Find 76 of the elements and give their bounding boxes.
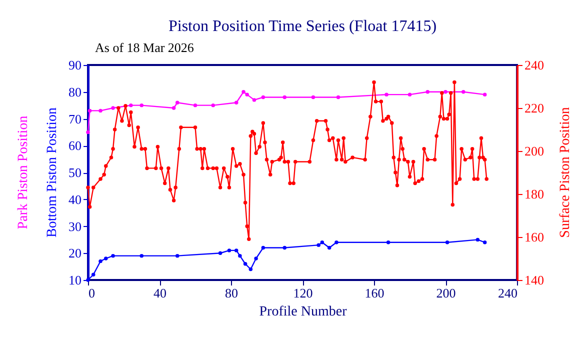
point (254, 256, 258, 260)
point (111, 106, 115, 110)
point (234, 100, 238, 104)
point (88, 108, 92, 113)
y-tick-label: 60 (68, 138, 82, 154)
text: Bottom Piston Position (45, 108, 60, 238)
point (327, 246, 332, 250)
point (261, 95, 266, 100)
point (98, 259, 102, 264)
point (98, 108, 102, 113)
y-tick-label: 70 (68, 111, 82, 126)
point (261, 246, 266, 250)
y2-tick-label: 220 (524, 100, 544, 116)
point (140, 103, 144, 108)
point (243, 262, 248, 266)
x-tick-label: 240 (498, 286, 518, 300)
point (444, 90, 448, 94)
point (386, 240, 390, 244)
x-tick-label: 200 (436, 286, 456, 300)
point (482, 240, 487, 244)
point (282, 246, 286, 250)
point (245, 92, 249, 96)
point (462, 90, 466, 94)
y2-tick-label: 200 (524, 144, 544, 158)
y-tick-label: 40 (68, 192, 82, 207)
point (111, 254, 115, 258)
point (234, 248, 238, 252)
point (252, 98, 256, 102)
point (482, 92, 487, 96)
text: Surface Piston Position (558, 107, 573, 238)
text: Park Piston Position (16, 116, 31, 230)
x-axis-title: Profile Number (259, 304, 348, 320)
point (408, 92, 412, 96)
x-tick-label: 80 (225, 286, 238, 300)
point (86, 278, 90, 282)
point (248, 267, 253, 272)
point (227, 248, 232, 252)
y-tick-label: 30 (68, 218, 82, 234)
point (140, 254, 144, 258)
point (176, 254, 180, 258)
point (242, 90, 246, 94)
point (320, 240, 324, 244)
point (316, 243, 320, 247)
chart-title: Piston Position Time Series (Float 17415) (168, 18, 437, 35)
y2-tick-label: 180 (524, 186, 544, 202)
y-tick-label: 10 (68, 272, 82, 288)
point (336, 95, 340, 100)
point (91, 272, 96, 276)
point (129, 103, 133, 108)
point (176, 100, 180, 104)
point (426, 90, 430, 94)
point (218, 251, 222, 255)
x-tick-label: 160 (364, 286, 384, 300)
point (384, 92, 388, 96)
point (334, 240, 338, 244)
point (86, 130, 90, 134)
point (193, 103, 198, 108)
point (311, 95, 316, 100)
point (238, 254, 242, 258)
text: As of 18 Mar 2026 (95, 40, 194, 55)
y-tick-label: 20 (68, 246, 82, 261)
y2-tick-label: 240 (524, 58, 544, 72)
y2-tick-label: 160 (524, 230, 544, 244)
y2-tick-label: 140 (524, 272, 544, 288)
y-tick-label: 80 (68, 84, 82, 100)
x-tick-label: 40 (154, 286, 166, 300)
y-tick-label: 50 (68, 165, 82, 180)
point (445, 240, 450, 244)
point (476, 238, 480, 242)
x-tick-label: 120 (293, 286, 313, 300)
point (211, 103, 215, 108)
x-tick-label: 0 (88, 286, 95, 300)
point (282, 95, 286, 100)
y-tick-label: 90 (68, 58, 82, 72)
point (172, 106, 176, 110)
point (104, 256, 108, 260)
